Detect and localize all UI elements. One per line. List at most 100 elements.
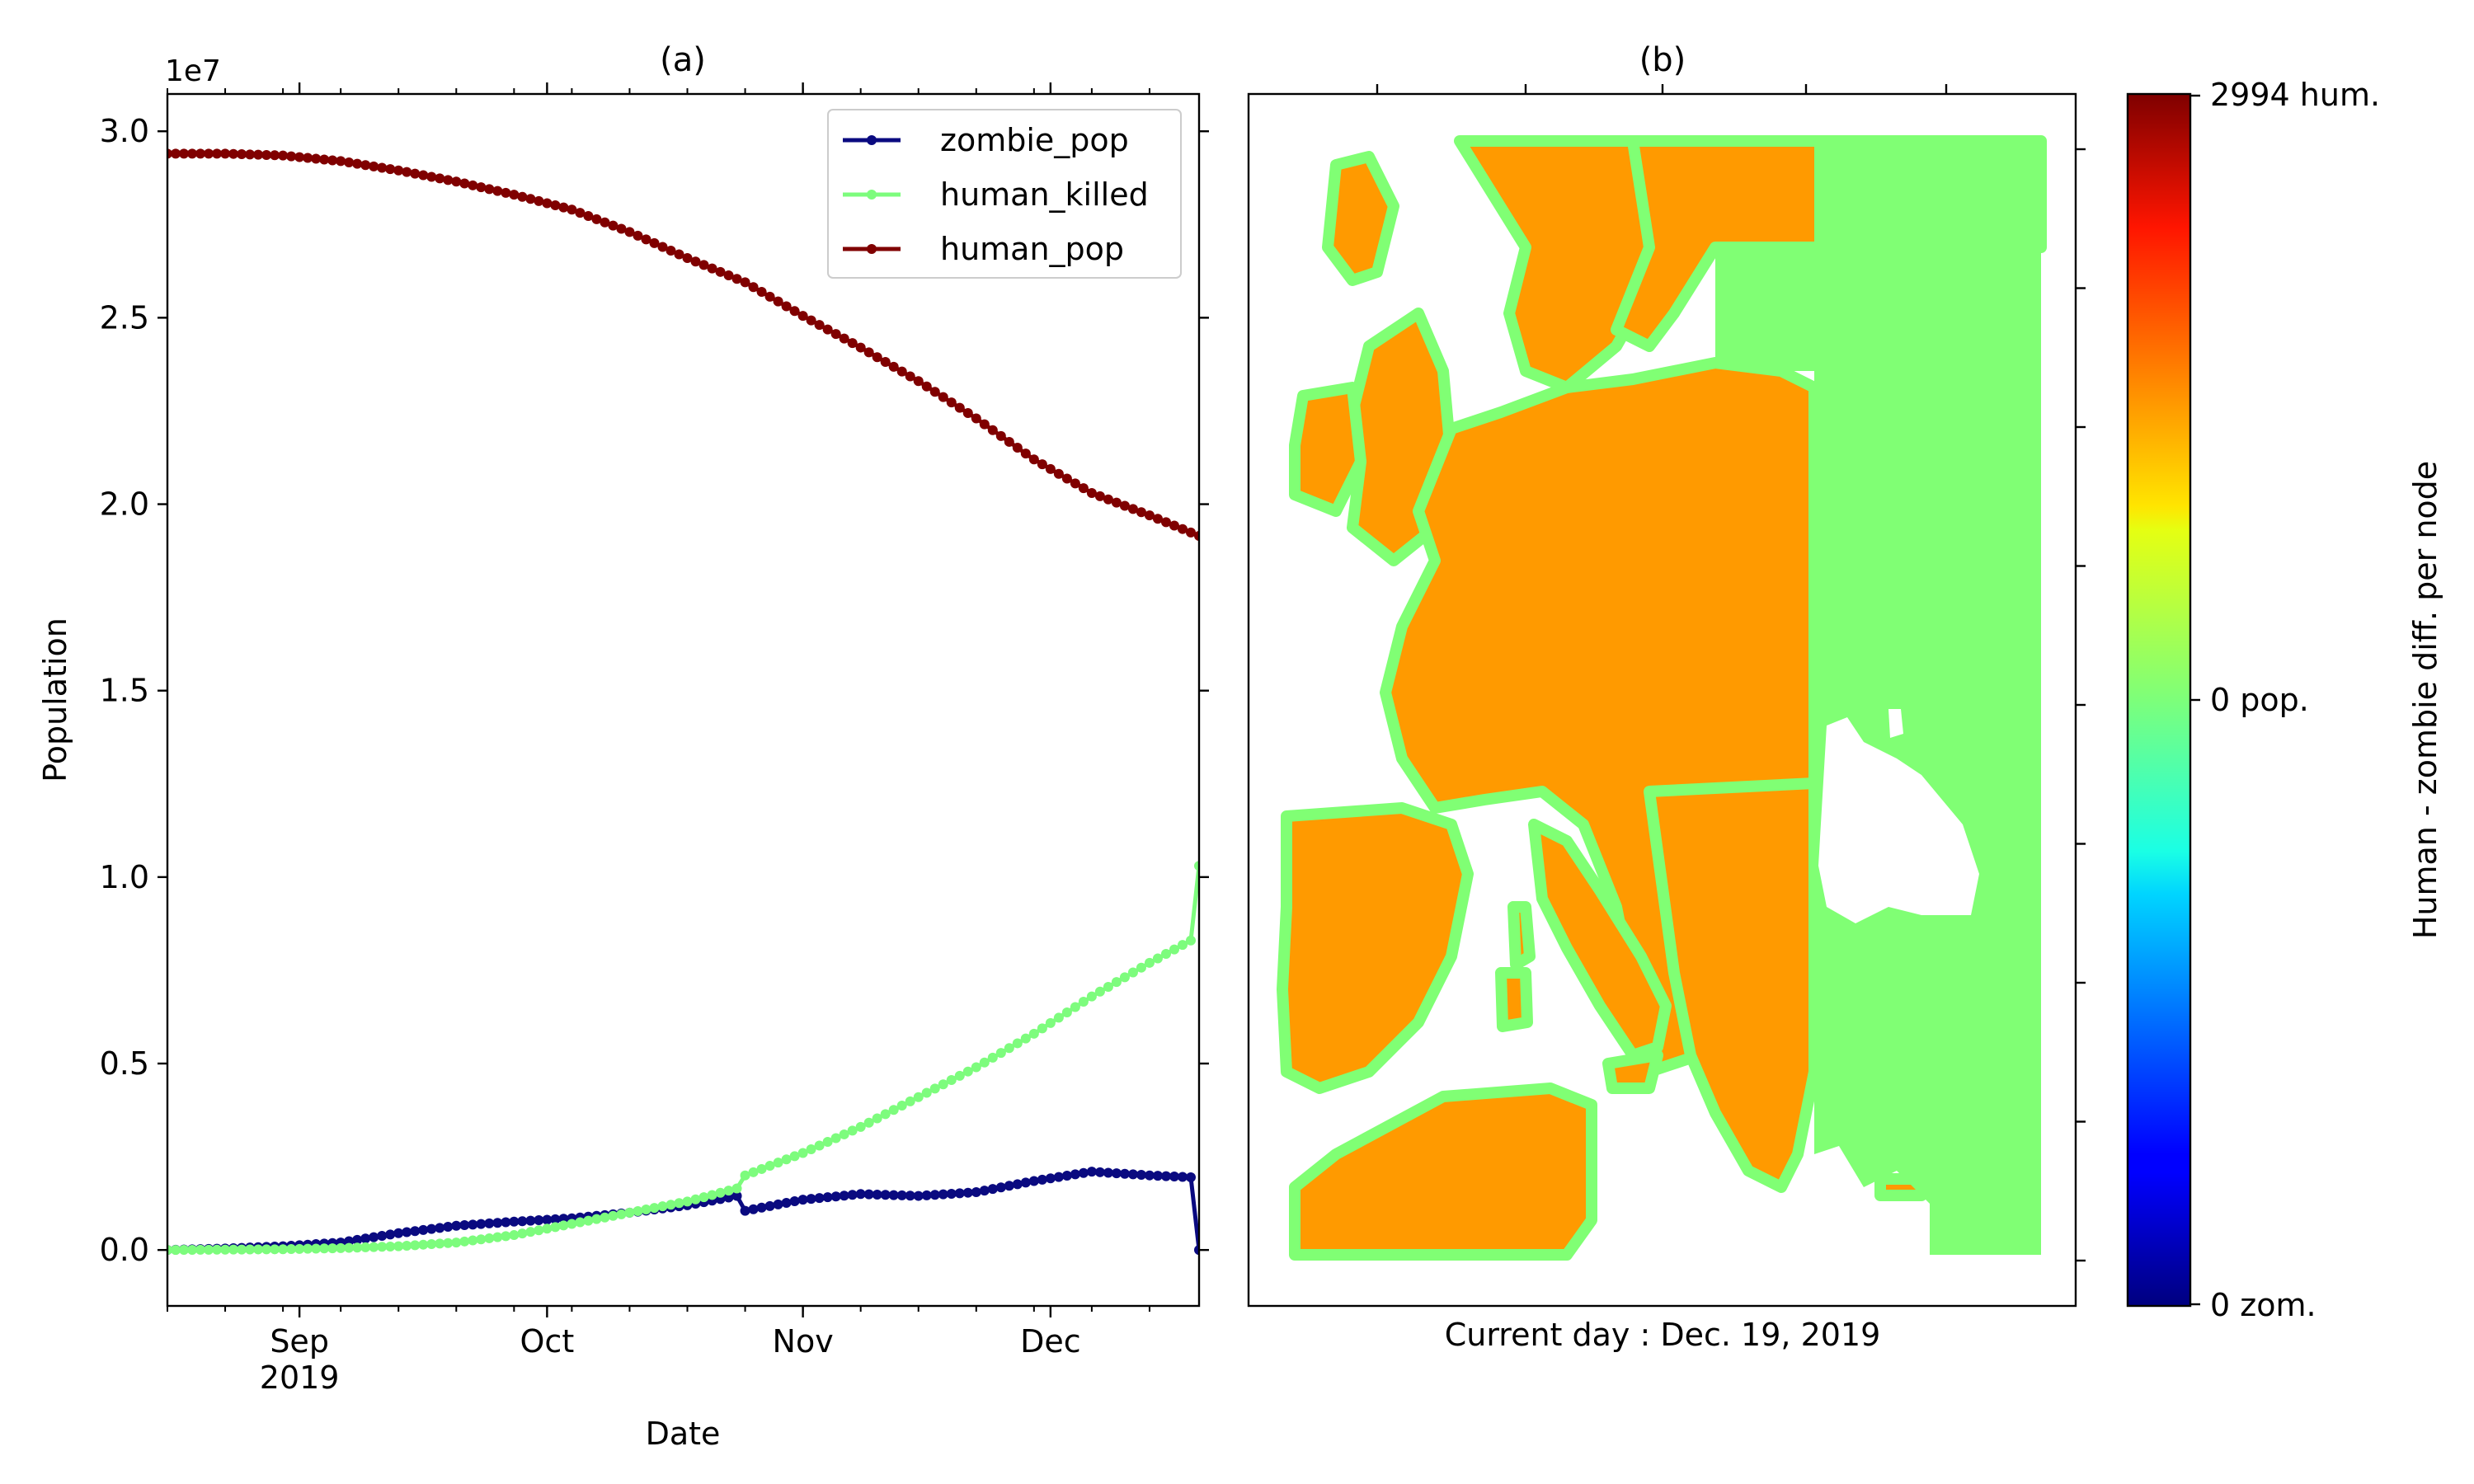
data-point-human_pop [921,381,932,392]
data-point-zombie_pop [525,1215,536,1226]
colorbar-tick-mid: 0 pop. [2210,682,2309,718]
data-point-human_pop [1136,507,1146,518]
data-point-human_killed [1004,1043,1014,1054]
legend-marker-human_killed [867,190,877,200]
y-tick-label: 2.5 [100,299,149,336]
data-point-human_killed [443,1237,454,1248]
data-point-human_killed [723,1186,734,1196]
legend-label-zombie_pop: zombie_pop [940,122,1129,158]
data-point-zombie_pop [1094,1167,1105,1177]
data-point-human_killed [484,1233,495,1243]
data-point-zombie_pop [946,1188,957,1199]
data-point-human_pop [806,315,816,326]
data-point-human_killed [1028,1028,1039,1039]
data-point-human_killed [600,1212,610,1223]
data-point-human_killed [624,1207,635,1218]
legend-marker-zombie_pop [867,135,877,145]
data-point-zombie_pop [1177,1172,1188,1182]
data-point-human_killed [666,1200,676,1210]
data-point-zombie_pop [501,1217,511,1228]
data-point-human_pop [641,234,651,245]
y-tick-label: 0.5 [100,1045,149,1082]
data-point-human_pop [542,198,553,209]
data-point-human_pop [789,306,800,317]
data-point-human_pop [336,156,346,167]
data-point-zombie_pop [913,1190,924,1201]
data-point-human_killed [393,1241,404,1252]
data-point-zombie_pop [789,1196,800,1207]
data-point-human_killed [253,1244,264,1255]
data-point-human_pop [418,170,429,181]
data-point-human_pop [979,419,990,430]
data-point-human_killed [657,1201,668,1212]
series-layer [167,148,1199,1256]
panel-a-title: (a) [660,41,706,79]
data-point-human_pop [995,430,1006,441]
data-point-human_pop [319,154,330,165]
data-point-zombie_pop [929,1190,940,1200]
data-point-human_killed [649,1203,660,1214]
data-point-human_pop [1127,504,1138,514]
x-tick-sublabel: 2019 [260,1360,340,1396]
land-sicily [1602,1050,1663,1094]
data-point-zombie_pop [921,1190,932,1200]
data-point-human_killed [814,1140,825,1151]
data-point-human_killed [558,1220,569,1231]
data-point-zombie_pop [426,1223,437,1234]
y-tick-label: 1.5 [100,673,149,709]
data-point-human_killed [797,1148,808,1158]
data-point-human_pop [1177,524,1188,534]
data-point-human_killed [954,1070,965,1081]
data-point-zombie_pop [1160,1171,1171,1181]
x-tick-label: Oct [520,1323,575,1360]
data-point-zombie_pop [1086,1167,1097,1177]
data-point-human_killed [987,1052,998,1063]
data-point-human_killed [509,1230,520,1241]
data-point-zombie_pop [1185,1172,1196,1182]
data-point-human_killed [591,1214,602,1224]
data-point-human_pop [600,217,610,228]
data-point-zombie_pop [468,1219,478,1230]
data-point-zombie_pop [822,1192,833,1203]
data-point-human_killed [839,1129,849,1139]
data-point-human_killed [1045,1017,1056,1028]
data-point-human_killed [971,1062,981,1073]
data-point-human_killed [187,1244,198,1255]
data-point-human_pop [740,277,750,288]
legend-label-human_pop: human_pop [940,231,1124,267]
data-point-human_pop [707,263,717,274]
data-point-human_pop [1037,459,1047,470]
data-point-human_killed [995,1048,1006,1059]
land-nodes [1277,135,2047,1261]
data-point-human_killed [1177,940,1188,951]
data-point-zombie_pop [1111,1168,1122,1179]
data-point-human_pop [1053,468,1064,479]
data-point-zombie_pop [979,1186,990,1196]
data-point-human_killed [896,1101,907,1111]
data-point-human_killed [1111,977,1122,988]
data-point-zombie_pop [740,1205,750,1216]
data-point-zombie_pop [1037,1174,1047,1185]
land-ireland [1289,382,1366,517]
data-point-zombie_pop [476,1219,487,1229]
data-point-human_pop [435,173,445,184]
data-point-human_pop [253,149,264,160]
data-point-zombie_pop [1103,1167,1113,1178]
data-point-human_pop [195,148,206,159]
data-point-human_killed [451,1237,462,1248]
data-point-zombie_pop [1194,1245,1199,1256]
y-tick-label: 0.0 [100,1232,149,1268]
data-point-human_pop [1045,463,1056,474]
data-point-zombie_pop [1078,1167,1089,1178]
data-point-human_killed [806,1144,816,1155]
legend-marker-human_pop [867,244,877,254]
data-point-human_killed [435,1238,445,1249]
data-point-human_killed [764,1161,775,1172]
data-point-human_pop [1119,500,1130,511]
data-point-human_pop [237,149,247,160]
data-point-human_killed [410,1240,421,1251]
data-point-human_pop [294,152,305,162]
data-point-human_killed [1037,1023,1047,1034]
data-point-zombie_pop [534,1215,544,1226]
colorbar-label: Human - zombie diff. per node [2407,461,2443,939]
